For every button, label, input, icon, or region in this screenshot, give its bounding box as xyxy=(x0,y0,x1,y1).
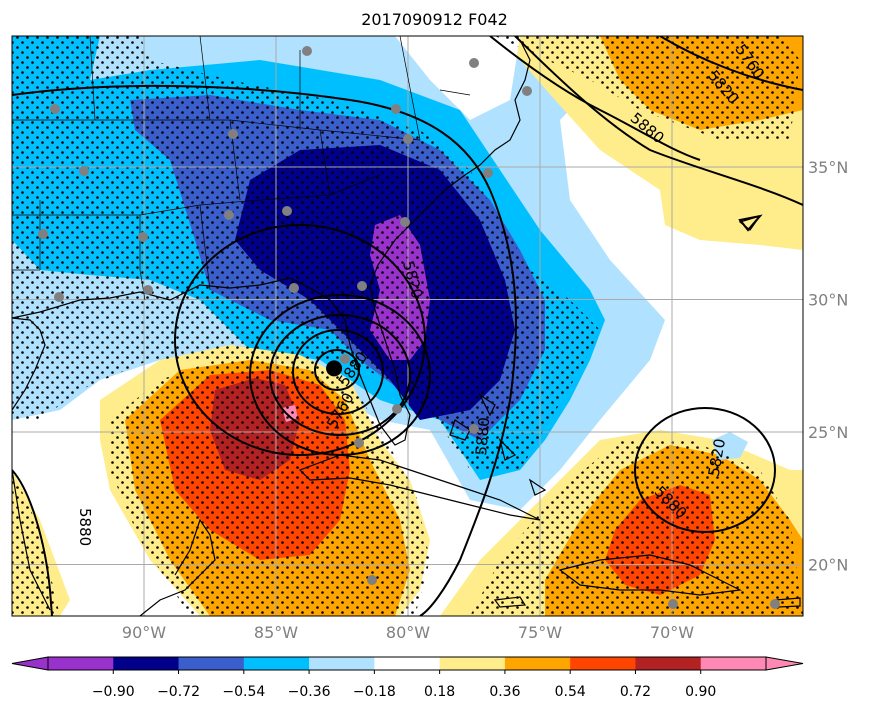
colorbar-swatch xyxy=(374,657,441,670)
colorbar-label: −0.90 xyxy=(92,684,135,700)
field-pos-018-ebox xyxy=(712,432,748,460)
colorbar-swatch xyxy=(309,657,375,670)
colorbar-swatch xyxy=(635,657,702,670)
colorbar-label: −0.36 xyxy=(288,684,331,700)
lon-tick-label: 80°W xyxy=(386,623,430,642)
lat-tick-label: 20°N xyxy=(808,556,848,575)
stipple-significance xyxy=(12,36,803,616)
colorbar-swatch xyxy=(113,657,180,670)
colorbar-extend-high xyxy=(765,656,804,671)
colorbar: −0.90 −0.72 −0.54 −0.36 −0.18 0.18 0.36 0.54 0.7… xyxy=(11,656,804,700)
map-title: 2017090912 F042 xyxy=(361,10,508,29)
colorbar-swatch xyxy=(243,657,310,670)
lon-tick-label: 70°W xyxy=(650,623,694,642)
colorbar-label: 0.90 xyxy=(685,684,716,700)
colorbar-swatch xyxy=(439,657,506,670)
colorbar-swatch xyxy=(504,657,571,670)
colorbar-label: 0.36 xyxy=(489,684,520,700)
lat-tick-label: 30°N xyxy=(808,291,848,310)
colorbar-swatch xyxy=(700,657,767,670)
obs-points xyxy=(38,46,780,609)
lon-tick-labels: 90°W 85°W 80°W 75°W 70°W xyxy=(122,623,694,642)
graticule xyxy=(12,36,803,616)
colorbar-label: 0.72 xyxy=(620,684,651,700)
field-neg-036-hatteras-stub xyxy=(395,36,520,120)
colorbar-label: −0.54 xyxy=(222,684,265,700)
lat-tick-labels: 35°N 30°N 25°N 20°N xyxy=(808,158,848,575)
map-plot-area: 5760 5820 5880 5760 5820 5880 5880 5820 … xyxy=(12,36,803,616)
colorbar-label: 0.18 xyxy=(424,684,455,700)
colorbar-label: 0.54 xyxy=(555,684,586,700)
colorbar-swatch xyxy=(178,657,245,670)
colorbar-extend-low xyxy=(11,656,49,671)
height-contours xyxy=(12,36,803,616)
lon-tick-label: 75°W xyxy=(518,623,562,642)
lon-tick-label: 90°W xyxy=(122,623,166,642)
contour-label: 5880 xyxy=(472,417,493,457)
colorbar-label: −0.18 xyxy=(353,684,396,700)
coastlines xyxy=(12,39,801,616)
storm-center-marker xyxy=(326,360,343,377)
lat-tick-label: 25°N xyxy=(808,423,848,442)
colorbar-swatch xyxy=(570,657,636,670)
colorbar-swatch xyxy=(48,657,114,670)
contour-label: 5880 xyxy=(76,508,94,546)
colorbar-frame xyxy=(47,656,767,671)
lat-tick-label: 35°N xyxy=(808,158,848,177)
colorbar-label: −0.72 xyxy=(157,684,200,700)
plot-frame xyxy=(11,35,804,617)
lon-tick-label: 85°W xyxy=(254,623,298,642)
